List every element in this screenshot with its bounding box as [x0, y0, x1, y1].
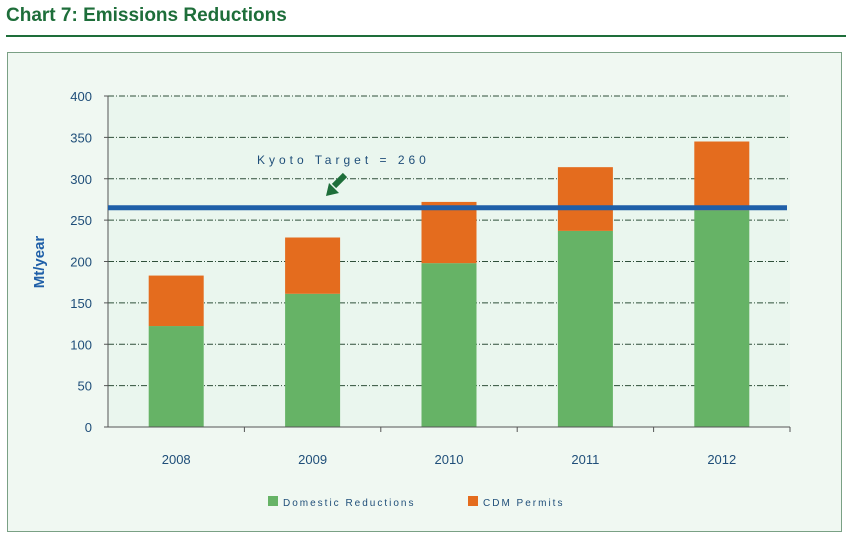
bar-domestic-reductions-2012 — [694, 210, 750, 427]
x-tick-label: 2009 — [298, 452, 327, 467]
y-tick-label: 150 — [70, 296, 92, 311]
target-arrow-shaft — [331, 172, 348, 189]
x-tick-label: 2011 — [571, 452, 599, 467]
y-tick-label: 350 — [70, 130, 92, 145]
bar-domestic-reductions-2008 — [148, 326, 204, 427]
y-tick-label: 50 — [78, 379, 92, 394]
legend: Domestic Reductions CDM Permits — [268, 496, 564, 509]
axes — [104, 95, 791, 432]
x-tick-labels: 2008 2009 2010 2011 2012 — [162, 452, 737, 467]
y-tick-labels: 0 50 100 150 200 250 300 350 400 — [70, 89, 92, 435]
bar-cdm-permits-2012 — [694, 141, 750, 211]
y-tick-label: 400 — [70, 89, 92, 104]
bar-cdm-permits-2010 — [421, 201, 477, 264]
bar-domestic-reductions-2011 — [557, 230, 613, 427]
y-axis-label: Mt/year — [31, 236, 48, 289]
legend-swatch — [468, 496, 478, 506]
y-tick-label: 200 — [70, 255, 92, 270]
y-tick-label: 100 — [70, 337, 92, 352]
bar-cdm-permits-2009 — [285, 237, 341, 294]
bar-cdm-permits-2011 — [557, 167, 613, 231]
y-tick-label: 250 — [70, 213, 92, 228]
bars — [148, 141, 750, 427]
title-divider — [6, 35, 846, 37]
y-tick-label: 300 — [70, 172, 92, 187]
x-tick-label: 2012 — [707, 452, 736, 467]
bar-domestic-reductions-2009 — [285, 293, 341, 427]
x-tick-label: 2010 — [435, 452, 464, 467]
legend-swatch — [268, 496, 278, 506]
target-arrow-icon — [326, 183, 339, 196]
legend-label: Domestic Reductions — [283, 498, 415, 509]
x-tick-label: 2008 — [162, 452, 191, 467]
y-tick-label: 0 — [85, 420, 92, 435]
bar-domestic-reductions-2010 — [421, 263, 477, 427]
target-annotation: Kyoto Target = 260 — [257, 153, 430, 167]
bar-cdm-permits-2008 — [148, 275, 204, 327]
page-title: Chart 7: Emissions Reductions — [6, 5, 287, 26]
target-line-group: Kyoto Target = 260 — [108, 153, 787, 211]
legend-label: CDM Permits — [483, 498, 564, 509]
